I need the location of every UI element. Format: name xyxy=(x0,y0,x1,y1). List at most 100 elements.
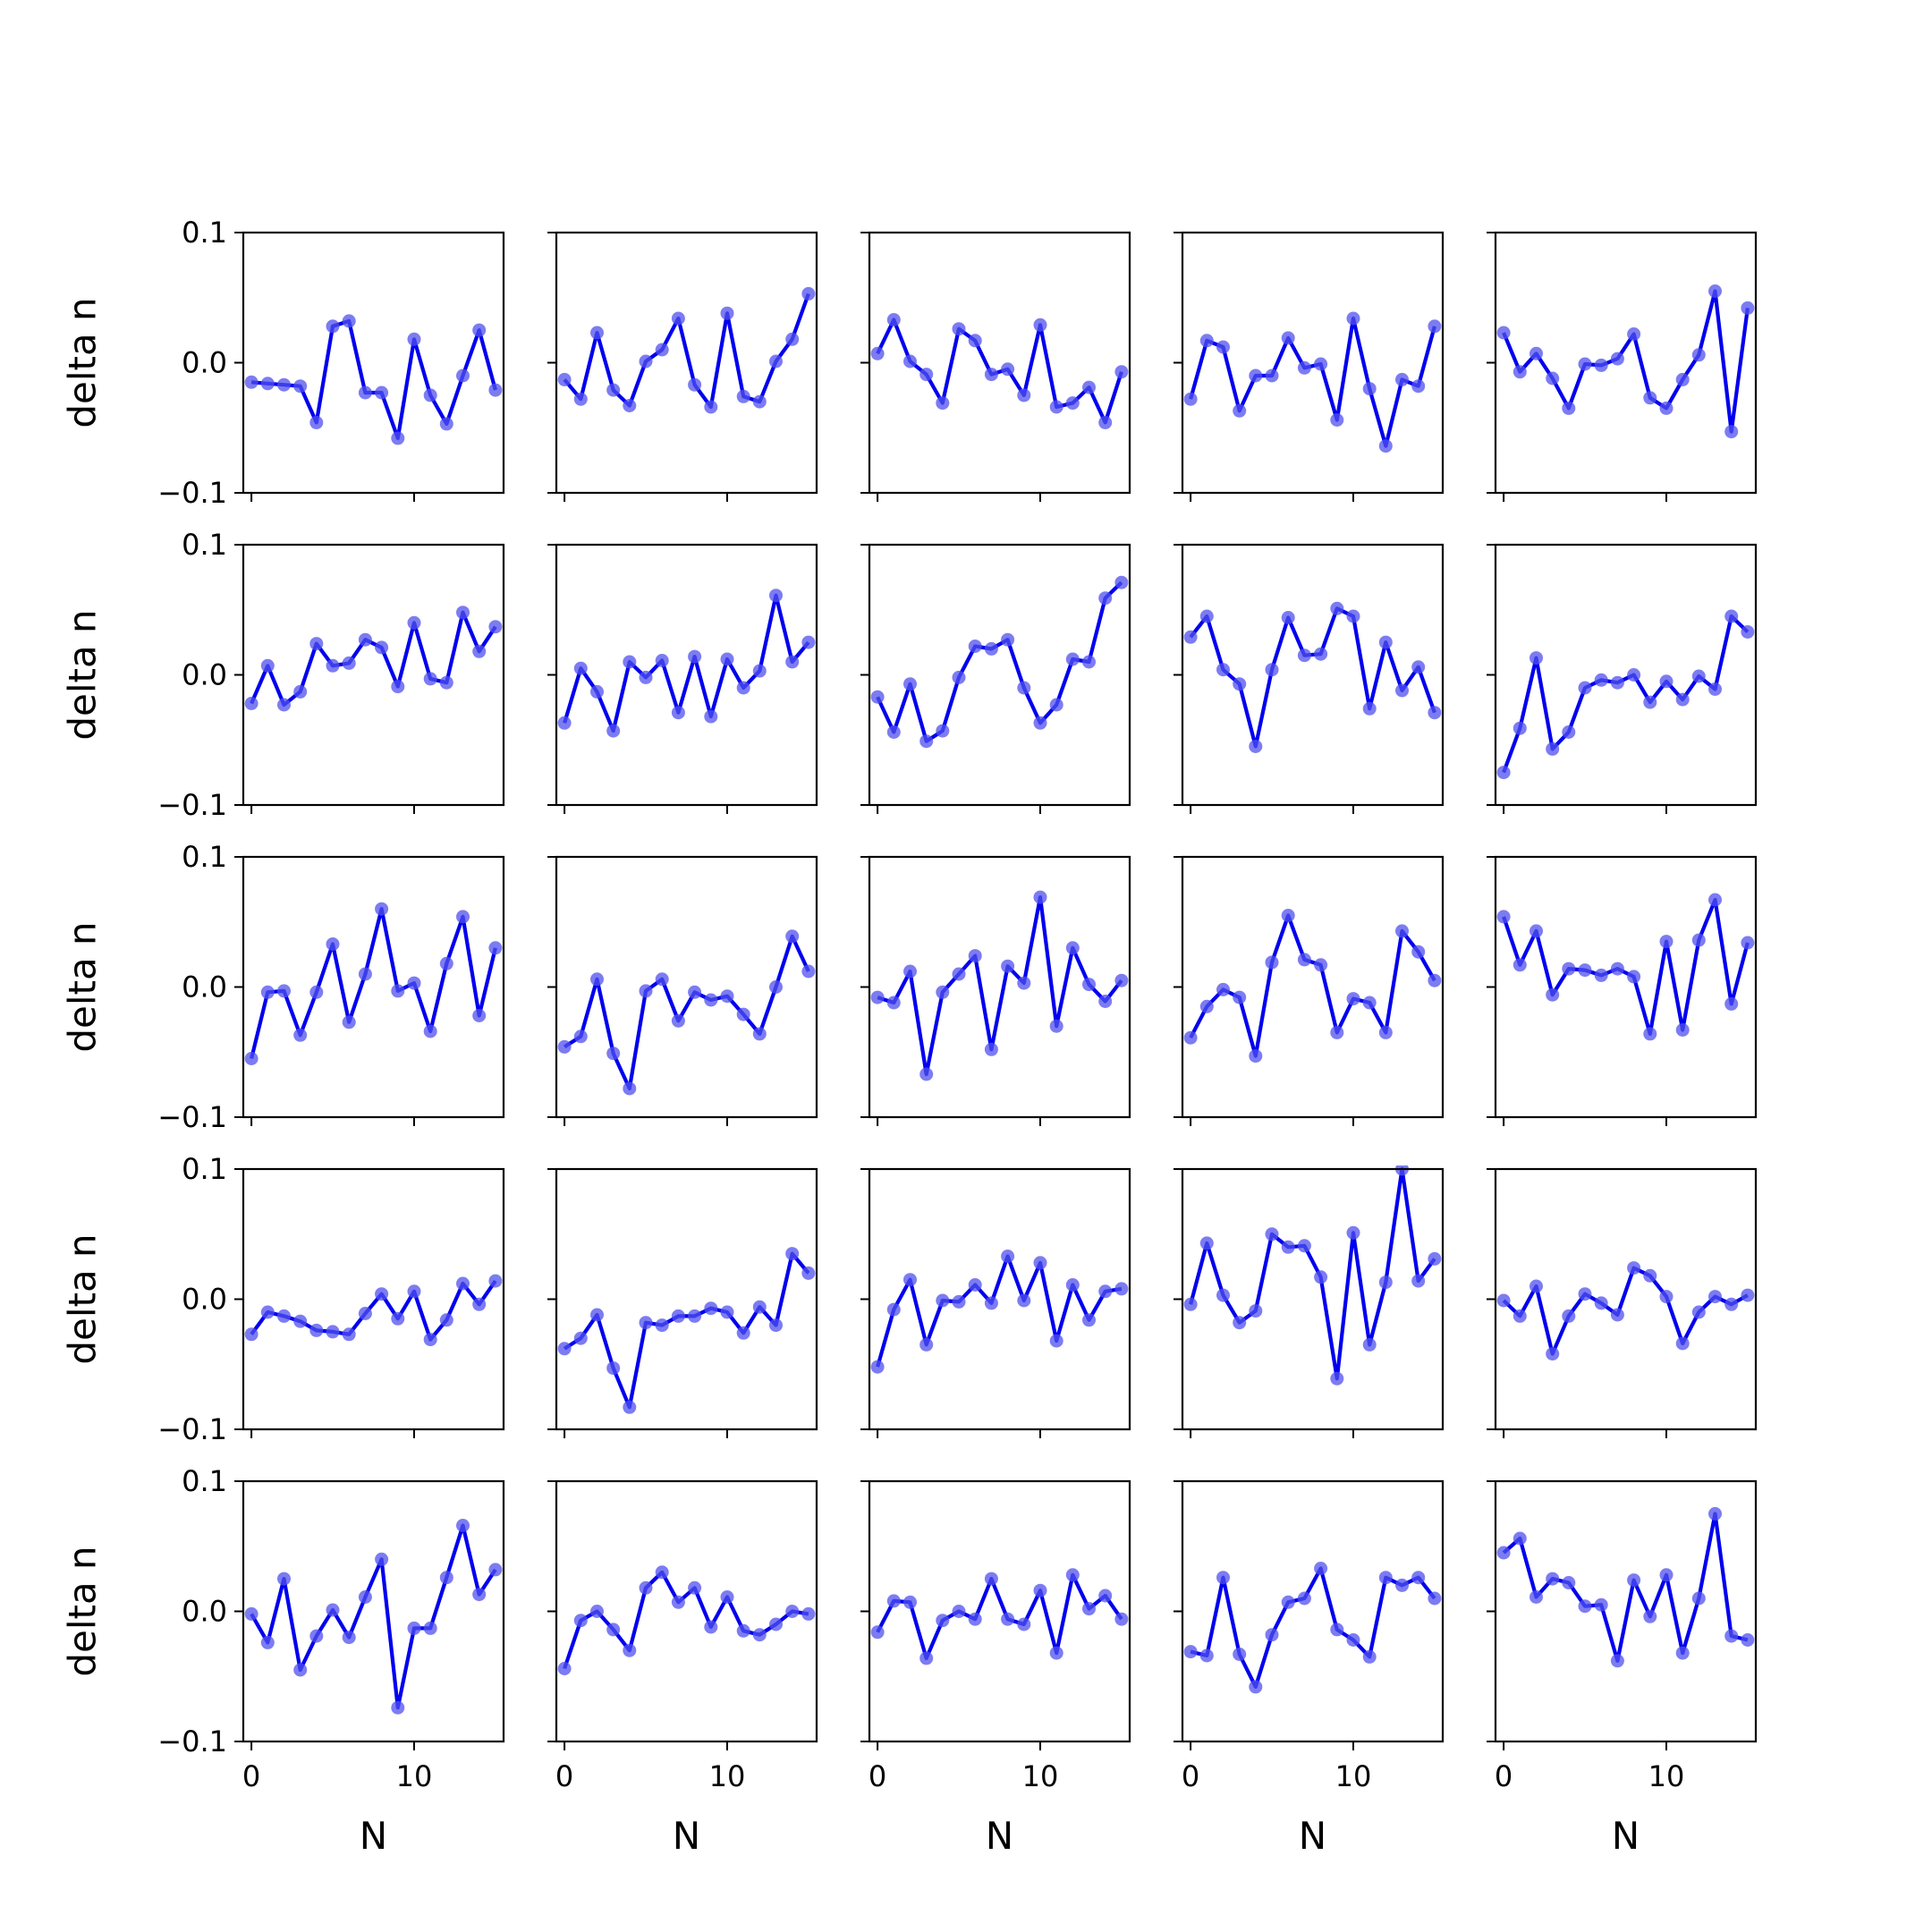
subplot-r5-c1: −0.1 0.0 0.1 0 10 delta n N xyxy=(61,1464,505,1858)
series-line xyxy=(1502,614,1750,774)
data-point xyxy=(326,937,340,951)
data-point xyxy=(606,1623,621,1637)
data-point xyxy=(1281,1595,1295,1609)
data-point xyxy=(936,396,950,411)
data-point xyxy=(1675,1336,1690,1351)
data-point xyxy=(606,1046,621,1061)
data-point xyxy=(391,1311,405,1326)
data-point xyxy=(1017,1293,1031,1308)
data-point xyxy=(1724,1629,1739,1643)
data-point xyxy=(293,1314,308,1328)
data-point xyxy=(439,675,453,690)
data-point xyxy=(423,1333,437,1347)
data-point xyxy=(1659,401,1674,415)
x-tick-label: 10 xyxy=(1648,1759,1685,1793)
x-tick-label: 10 xyxy=(1335,1759,1372,1793)
data-point xyxy=(968,334,982,348)
data-point xyxy=(671,1595,685,1609)
data-point xyxy=(919,1067,934,1081)
x-tick-label: 0 xyxy=(242,1759,260,1793)
data-point xyxy=(375,1552,389,1566)
data-point xyxy=(1314,647,1328,661)
data-point xyxy=(1233,677,1247,691)
data-point xyxy=(407,1621,421,1635)
y-tick-label: −0.1 xyxy=(157,476,227,510)
data-point xyxy=(1330,1623,1344,1637)
data-point xyxy=(342,1327,356,1342)
data-point xyxy=(785,929,800,944)
data-point xyxy=(293,1663,308,1677)
data-point xyxy=(1708,1506,1722,1521)
data-point xyxy=(375,902,389,916)
x-axis-label: N xyxy=(986,1814,1013,1858)
data-point xyxy=(1297,1239,1311,1253)
data-point xyxy=(1578,963,1592,978)
data-point xyxy=(260,1635,275,1649)
series-line xyxy=(1502,1512,1749,1663)
data-point xyxy=(639,354,653,369)
data-point xyxy=(1594,1597,1608,1612)
data-point xyxy=(557,1342,572,1356)
data-point xyxy=(968,949,982,963)
subplot-r4-c3 xyxy=(860,1167,1131,1438)
data-point xyxy=(1675,692,1690,707)
data-point xyxy=(391,984,405,998)
data-point xyxy=(244,375,258,389)
data-point xyxy=(639,670,653,684)
data-point xyxy=(1362,996,1377,1010)
series-line xyxy=(1189,1166,1436,1381)
data-point xyxy=(472,644,487,658)
data-point xyxy=(623,399,637,412)
data-point xyxy=(1033,318,1047,332)
data-point xyxy=(1049,1334,1063,1348)
data-point xyxy=(1530,651,1543,665)
data-point xyxy=(1411,660,1426,674)
data-point xyxy=(244,697,258,710)
data-point xyxy=(1627,970,1641,984)
data-point xyxy=(1017,1617,1031,1631)
data-point xyxy=(1001,632,1015,647)
data-point xyxy=(785,332,800,346)
data-point xyxy=(1233,990,1247,1004)
data-point xyxy=(671,706,685,720)
data-point xyxy=(1659,1290,1674,1304)
data-point xyxy=(1249,1680,1263,1694)
data-point xyxy=(1708,893,1722,907)
data-point xyxy=(1411,1571,1426,1585)
series-line xyxy=(563,593,810,733)
data-point xyxy=(590,684,604,699)
data-point xyxy=(407,615,421,630)
data-point xyxy=(1691,348,1706,362)
data-point xyxy=(573,392,588,406)
data-point xyxy=(1496,326,1511,340)
data-point xyxy=(1708,682,1722,696)
data-point xyxy=(1098,1284,1113,1299)
data-point xyxy=(1346,311,1360,326)
data-point xyxy=(1265,663,1279,677)
data-point xyxy=(1411,379,1426,394)
data-point xyxy=(1098,1589,1113,1603)
data-point xyxy=(1675,1023,1690,1037)
data-point xyxy=(903,354,917,369)
data-point xyxy=(1183,1645,1198,1659)
data-point xyxy=(1708,284,1722,298)
data-point xyxy=(1627,668,1641,682)
data-point xyxy=(671,1309,685,1323)
subplot-r3-c3 xyxy=(860,855,1131,1126)
data-point xyxy=(1249,1304,1263,1318)
data-point xyxy=(936,1614,950,1628)
data-point xyxy=(903,1273,917,1287)
subplot-r1-c5 xyxy=(1487,231,1758,502)
data-point xyxy=(277,698,291,712)
x-tick-label: 0 xyxy=(555,1759,573,1793)
data-point xyxy=(1659,674,1674,689)
data-point xyxy=(1659,1568,1674,1582)
series-line xyxy=(877,894,1123,1077)
data-point xyxy=(1114,973,1129,987)
data-point xyxy=(1513,1531,1527,1546)
x-tick-label: 10 xyxy=(709,1759,746,1793)
data-point xyxy=(870,1625,885,1640)
data-point xyxy=(573,1030,588,1044)
data-point xyxy=(1395,1165,1409,1176)
